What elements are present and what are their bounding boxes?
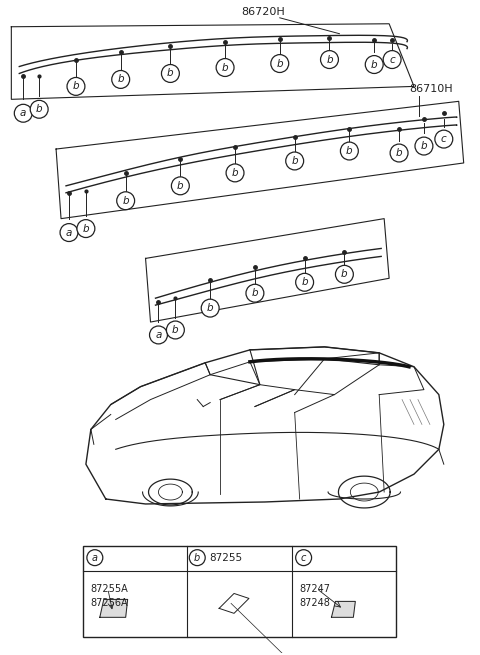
Circle shape: [336, 265, 353, 283]
Circle shape: [383, 50, 401, 69]
Circle shape: [415, 137, 433, 155]
Circle shape: [365, 56, 383, 73]
Text: b: b: [207, 303, 214, 313]
Text: b: b: [326, 54, 333, 65]
Circle shape: [226, 164, 244, 182]
Circle shape: [30, 100, 48, 118]
Circle shape: [167, 321, 184, 339]
Text: 87247
87248: 87247 87248: [300, 584, 331, 607]
Circle shape: [117, 192, 134, 210]
Text: b: b: [341, 269, 348, 279]
Circle shape: [189, 550, 205, 566]
Circle shape: [340, 142, 358, 160]
Circle shape: [77, 219, 95, 238]
Text: b: b: [36, 104, 43, 114]
Circle shape: [60, 223, 78, 242]
Circle shape: [150, 326, 168, 344]
Text: b: b: [118, 75, 124, 84]
Text: a: a: [66, 227, 72, 238]
Text: 86710H: 86710H: [409, 84, 453, 94]
Circle shape: [246, 284, 264, 302]
Text: c: c: [301, 553, 306, 563]
Circle shape: [171, 177, 189, 195]
Text: 87255A
87256A: 87255A 87256A: [91, 584, 129, 607]
Text: a: a: [156, 330, 162, 340]
Text: b: b: [172, 325, 179, 335]
Text: b: b: [276, 58, 283, 69]
Polygon shape: [100, 599, 128, 617]
Circle shape: [87, 550, 103, 566]
Circle shape: [435, 130, 453, 148]
Text: 87255: 87255: [209, 553, 242, 563]
Circle shape: [14, 104, 32, 122]
Text: b: b: [122, 196, 129, 206]
Text: b: b: [222, 62, 228, 73]
Circle shape: [216, 58, 234, 77]
Text: b: b: [167, 69, 174, 79]
Text: b: b: [252, 288, 258, 298]
Circle shape: [161, 65, 180, 83]
Circle shape: [201, 299, 219, 317]
Text: b: b: [396, 148, 402, 158]
Text: b: b: [194, 553, 200, 563]
Text: 86720H: 86720H: [241, 7, 285, 17]
Circle shape: [67, 77, 85, 96]
Circle shape: [296, 273, 313, 291]
Text: b: b: [291, 156, 298, 166]
Text: a: a: [92, 553, 98, 563]
Text: b: b: [346, 146, 353, 156]
Bar: [83, 546, 396, 637]
Circle shape: [296, 550, 312, 566]
Text: b: b: [232, 168, 239, 178]
Circle shape: [112, 71, 130, 88]
Circle shape: [286, 152, 304, 170]
Text: b: b: [301, 277, 308, 288]
Text: b: b: [72, 81, 79, 92]
Text: b: b: [371, 60, 378, 69]
Circle shape: [271, 54, 288, 73]
Text: b: b: [420, 141, 427, 151]
Text: c: c: [389, 54, 395, 65]
Polygon shape: [332, 601, 355, 617]
Text: c: c: [441, 134, 447, 144]
Text: a: a: [20, 108, 26, 119]
Text: b: b: [177, 181, 184, 191]
Circle shape: [321, 50, 338, 69]
Text: b: b: [83, 223, 89, 234]
Circle shape: [390, 144, 408, 162]
